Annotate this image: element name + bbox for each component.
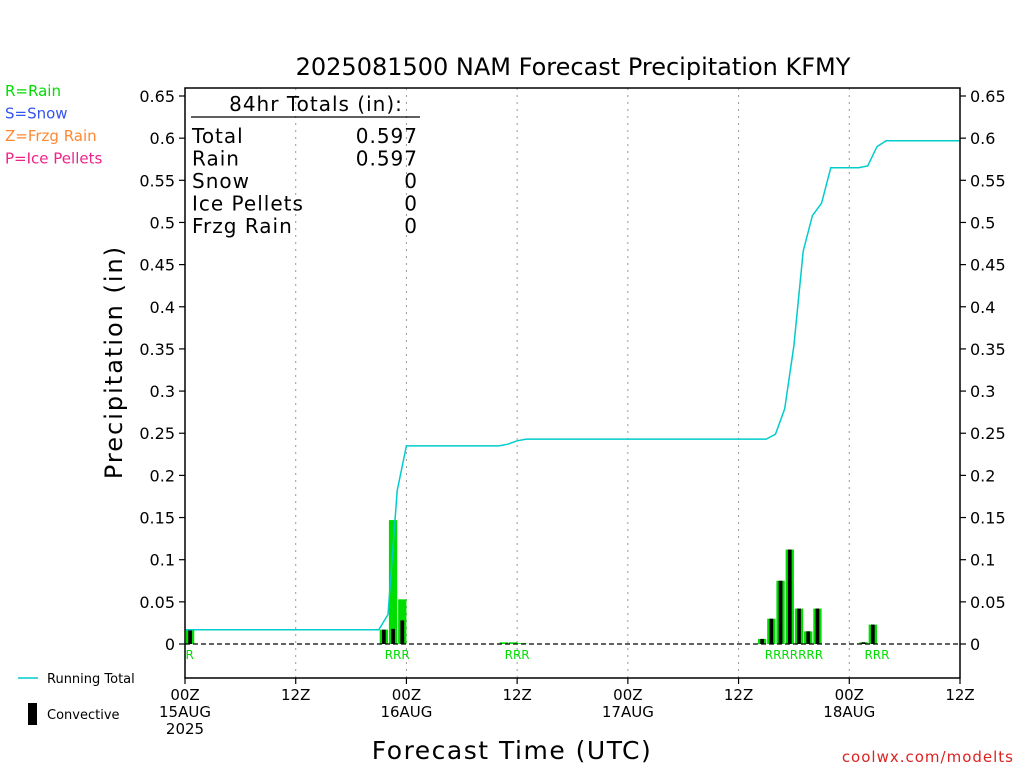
totals-row-label: Frzg Rain — [192, 214, 293, 238]
y-tick-label-left: 0.3 — [150, 382, 175, 401]
y-tick-label-right: 0.65 — [970, 87, 1006, 106]
x-tick-label: 00Z — [392, 686, 421, 704]
x-tick-label: 00Z — [835, 686, 864, 704]
x-tick-label: 15AUG — [159, 703, 211, 721]
y-tick-label-left: 0.6 — [150, 129, 175, 148]
totals-row-label: Total — [191, 124, 244, 148]
totals-row-value: 0 — [404, 169, 418, 193]
bars-layer — [185, 520, 877, 644]
plot-frame — [184, 87, 961, 679]
ptype-legend-item: R=Rain — [5, 82, 61, 100]
ptype-label: RRR — [864, 648, 889, 662]
y-tick-label-right: 0 — [970, 635, 980, 654]
y-axis-title: Precipitation (in) — [100, 245, 128, 479]
y-tick-label-left: 0.35 — [139, 340, 175, 359]
x-tick-label: 17AUG — [602, 703, 654, 721]
y-tick-label-right: 0.4 — [970, 298, 995, 317]
totals-box: 84hr Totals (in): Total 0.597 Rain 0.597 Snow… — [191, 92, 420, 238]
convective-bar — [806, 631, 811, 644]
y-tick-label-left: 0.25 — [139, 424, 175, 443]
y-tick-label-right: 0.55 — [970, 171, 1006, 190]
y-tick-label-right: 0.2 — [970, 466, 995, 485]
precip-bar — [508, 642, 518, 644]
convective-bar — [778, 580, 783, 644]
x-tick-label: 12Z — [281, 686, 310, 704]
convective-bar — [760, 638, 764, 644]
x-tick-label: 12Z — [945, 686, 974, 704]
y-tick-label-right: 0.15 — [970, 509, 1006, 528]
totals-row-value: 0 — [404, 214, 418, 238]
chart-title: 2025081500 NAM Forecast Precipitation KF… — [296, 53, 851, 81]
y-tick-label-right: 0.35 — [970, 340, 1006, 359]
y-tick-label-left: 0.2 — [150, 466, 175, 485]
series-legend-label: Running Total — [47, 672, 135, 687]
ptype-label: RRR — [385, 648, 410, 662]
x-tick-label: 16AUG — [380, 703, 432, 721]
x-tick-label: 12Z — [724, 686, 753, 704]
x-tick-label: 18AUG — [823, 703, 875, 721]
grid-layer — [295, 88, 850, 678]
y-tick-label-right: 0.1 — [970, 551, 995, 570]
convective-bar — [188, 629, 192, 644]
convective-bar — [381, 629, 386, 644]
running-total-layer — [185, 139, 960, 631]
totals-row-value: 0.597 — [356, 147, 418, 171]
precip-bar — [499, 642, 508, 644]
y-tick-label-left: 0.1 — [150, 551, 175, 570]
credit-text: coolwx.com/modelts — [842, 748, 1014, 766]
x-tick-label: 00Z — [613, 686, 642, 704]
x-tick-label: 00Z — [170, 686, 199, 704]
ptype-label: RRR — [505, 648, 530, 662]
convective-bar — [815, 608, 820, 644]
totals-heading: 84hr Totals (in): — [229, 92, 403, 116]
axis-labels-layer: 0 00.05 0.050.1 0.10.15 0.150.2 0.20.25 0.250.… — [139, 87, 1005, 738]
y-tick-label-left: 0.65 — [139, 87, 175, 106]
ptype-label: R — [185, 648, 193, 662]
legend-layer: R=Rain S=Snow Z=Frzg Rain P=Ice Pellets Runn… — [5, 82, 135, 725]
y-tick-label-right: 0.45 — [970, 256, 1006, 275]
ptype-label: RRRRRRR — [765, 648, 823, 662]
y-tick-label-right: 0.05 — [970, 593, 1006, 612]
convective-bar — [391, 628, 395, 644]
convective-bar — [400, 620, 405, 644]
y-tick-label-right: 0.6 — [970, 129, 995, 148]
convective-bar — [861, 642, 866, 644]
x-axis-title: Forecast Time (UTC) — [372, 736, 652, 765]
convective-bar — [769, 618, 774, 644]
convective-bar — [787, 549, 792, 644]
x-tick-label: 12Z — [502, 686, 531, 704]
y-tick-label-left: 0.55 — [139, 171, 175, 190]
y-tick-label-right: 0.3 — [970, 382, 995, 401]
convective-bar — [870, 624, 875, 644]
convective-bar — [797, 608, 801, 644]
ptype-legend-item: P=Ice Pellets — [5, 150, 102, 168]
totals-row-label: Ice Pellets — [192, 192, 304, 216]
y-tick-label-right: 0.25 — [970, 424, 1006, 443]
series-legend-label: Convective — [47, 708, 120, 723]
totals-row-label: Snow — [192, 169, 250, 193]
totals-row-value: 0 — [404, 192, 418, 216]
y-tick-label-left: 0.4 — [150, 298, 175, 317]
precip-bar — [388, 520, 398, 644]
totals-row-label: Rain — [192, 147, 240, 171]
y-tick-label-right: 0.5 — [970, 213, 995, 232]
y-tick-label-left: 0.05 — [139, 593, 175, 612]
legend-bar-swatch — [28, 703, 37, 725]
y-tick-label-left: 0.15 — [139, 509, 175, 528]
running-total-line — [185, 139, 960, 631]
ptype-legend-item: Z=Frzg Rain — [5, 127, 97, 145]
y-tick-label-left: 0 — [165, 635, 175, 654]
plot-frame-layer — [184, 87, 961, 679]
y-tick-label-left: 0.5 — [150, 213, 175, 232]
y-tick-label-left: 0.45 — [139, 256, 175, 275]
ptype-legend-item: S=Snow — [5, 105, 68, 123]
x-tick-label: 2025 — [166, 720, 204, 738]
totals-row-value: 0.597 — [356, 124, 418, 148]
